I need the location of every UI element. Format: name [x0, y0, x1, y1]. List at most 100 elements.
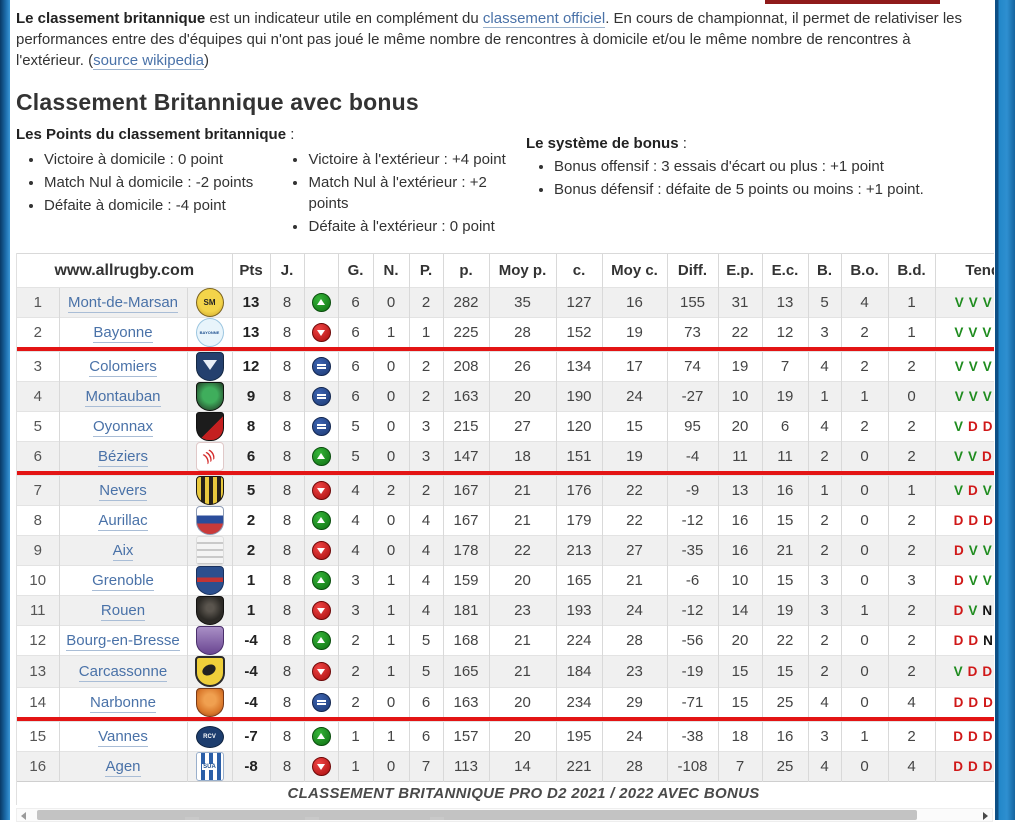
points-against-cell: 127 [556, 288, 602, 318]
rank-cell: 15 [17, 722, 59, 752]
tendency-cell: DDNV [935, 626, 994, 656]
def-bonus-cell: 4 [888, 688, 935, 718]
draws-cell: 0 [373, 536, 409, 566]
wins-cell: 2 [338, 688, 373, 718]
team-link[interactable]: Grenoble [92, 572, 154, 591]
bonus-rules-list: Bonus offensif : 3 essais d'écart ou plu… [526, 156, 977, 200]
team-link[interactable]: Aix [113, 542, 134, 561]
off-bonus-cell: 0 [841, 656, 888, 688]
result-letter: D [968, 695, 978, 710]
bonus-cell: 2 [808, 442, 841, 472]
points-for-cell: 165 [443, 656, 489, 688]
result-letter: D [983, 695, 993, 710]
avg-against-cell: 24 [602, 722, 667, 752]
wins-cell: 5 [338, 412, 373, 442]
result-letter: D [983, 729, 993, 744]
tries-for-cell: 31 [718, 288, 762, 318]
wikipedia-source-link[interactable]: source wikipedia [93, 52, 204, 70]
team-link[interactable]: Carcassonne [79, 663, 167, 682]
tendency-cell: VDDV [935, 412, 994, 442]
page-title: Classement Britannique avec bonus [16, 89, 977, 116]
team-link[interactable]: Colomiers [89, 358, 157, 377]
losses-cell: 5 [409, 626, 443, 656]
team-link[interactable]: Vannes [98, 728, 148, 747]
team-link[interactable]: Rouen [101, 602, 145, 621]
result-letter: D [968, 664, 978, 679]
result-letter: N [982, 603, 992, 618]
points-for-cell: 215 [443, 412, 489, 442]
points-rules-lists: Victoire à domicile : 0 pointMatch Nul à… [16, 143, 516, 239]
logo-cell [187, 476, 232, 506]
trend-up-icon [312, 511, 331, 530]
off-bonus-cell: 0 [841, 506, 888, 536]
result-letter: V [969, 543, 978, 558]
rank-cell: 5 [17, 412, 59, 442]
team-link[interactable]: Agen [105, 758, 140, 777]
games-played-cell: 8 [270, 318, 304, 348]
points-against-cell: 152 [556, 318, 602, 348]
points-against-cell: 193 [556, 596, 602, 626]
result-letter: V [969, 359, 978, 374]
team-link[interactable]: Narbonne [90, 694, 156, 713]
tries-against-cell: 25 [762, 752, 808, 782]
site-header-cell: www.allrugby.com [17, 254, 232, 288]
losses-cell: 6 [409, 722, 443, 752]
tries-against-cell: 15 [762, 566, 808, 596]
rank-cell: 11 [17, 596, 59, 626]
team-cell: Agen [59, 752, 187, 782]
column-header-bo: B.o. [841, 254, 888, 288]
team-link[interactable]: Bayonne [93, 324, 152, 343]
tries-against-cell: 21 [762, 536, 808, 566]
off-bonus-cell: 0 [841, 752, 888, 782]
games-played-cell: 8 [270, 412, 304, 442]
result-letter: D [968, 759, 978, 774]
rules-columns: Les Points du classement britannique : V… [16, 126, 977, 239]
avg-against-cell: 29 [602, 688, 667, 718]
logo-cell [187, 566, 232, 596]
diff-cell: -71 [667, 688, 718, 718]
wins-cell: 6 [338, 352, 373, 382]
scroll-left-arrow-icon[interactable] [21, 812, 26, 820]
tries-for-cell: 18 [718, 722, 762, 752]
points-against-cell: 120 [556, 412, 602, 442]
trend-down-icon [312, 757, 331, 776]
trend-cell [304, 476, 338, 506]
trend-equal-icon [312, 357, 331, 376]
bonus-cell: 2 [808, 506, 841, 536]
rank-cell: 10 [17, 566, 59, 596]
scrollbar-thumb[interactable] [37, 810, 917, 820]
team-link[interactable]: Bourg-en-Bresse [66, 632, 179, 651]
colomiers-logo [196, 352, 224, 381]
tendency-cell: VVVV [935, 288, 994, 318]
team-link[interactable]: Montauban [85, 388, 160, 407]
trend-up-icon [312, 571, 331, 590]
result-letter: V [983, 543, 992, 558]
oyonnax-logo [196, 412, 224, 441]
tries-for-cell: 20 [718, 626, 762, 656]
scroll-right-arrow-icon[interactable] [983, 812, 988, 820]
points-cell: 8 [232, 412, 270, 442]
draws-cell: 0 [373, 752, 409, 782]
losses-cell: 1 [409, 318, 443, 348]
team-cell: Colomiers [59, 352, 187, 382]
losses-cell: 2 [409, 352, 443, 382]
team-link[interactable]: Oyonnax [93, 418, 153, 437]
draws-cell: 1 [373, 656, 409, 688]
wins-cell: 2 [338, 656, 373, 688]
team-link[interactable]: Aurillac [98, 512, 147, 531]
team-link[interactable]: Mont-de-Marsan [68, 294, 178, 313]
team-link[interactable]: Béziers [98, 448, 148, 467]
bonus-cell: 1 [808, 476, 841, 506]
tries-against-cell: 15 [762, 506, 808, 536]
off-bonus-cell: 0 [841, 476, 888, 506]
rule-item: Match Nul à l'extérieur : +2 points [308, 172, 516, 214]
wins-cell: 6 [338, 318, 373, 348]
points-cell: 2 [232, 536, 270, 566]
team-link[interactable]: Nevers [99, 482, 147, 501]
official-ranking-link[interactable]: classement officiel [483, 10, 605, 28]
column-header-c: c. [556, 254, 602, 288]
logo-cell [187, 382, 232, 412]
off-bonus-cell: 2 [841, 318, 888, 348]
